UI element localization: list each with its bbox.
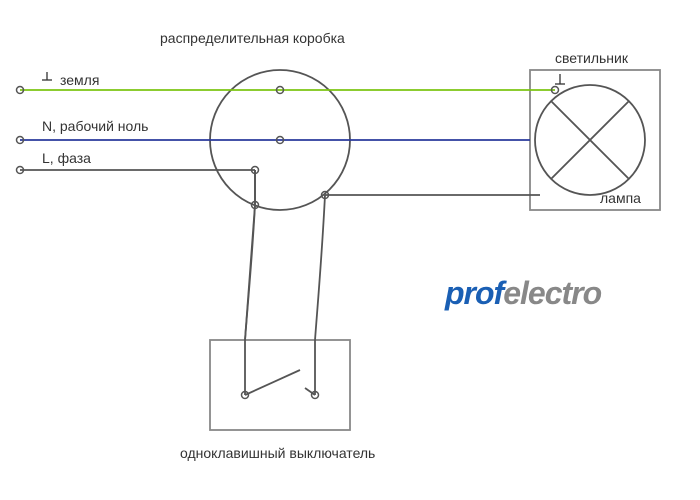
logo-part1: prof — [445, 275, 503, 311]
lamp-label: лампа — [600, 190, 641, 206]
switch-box — [210, 340, 350, 430]
lamp-fixture-box — [530, 70, 660, 210]
brand-logo: profelectro — [445, 275, 601, 312]
switch-contact — [245, 370, 300, 395]
line-label: L, фаза — [42, 150, 91, 166]
wiring-diagram — [0, 0, 700, 500]
switch-feed-right — [315, 195, 325, 340]
earth-label: земля — [60, 72, 99, 88]
earth-symbol-icon — [42, 72, 52, 80]
neutral-label: N, рабочий ноль — [42, 118, 148, 134]
switch-feed-left — [245, 205, 255, 340]
switch-label: одноклавишный выключатель — [180, 445, 375, 461]
junction-box-label: распределительная коробка — [160, 30, 345, 46]
logo-part2: electro — [503, 275, 601, 311]
lamp-fixture-label: светильник — [555, 50, 628, 66]
earth-symbol-lamp-icon — [555, 74, 565, 84]
